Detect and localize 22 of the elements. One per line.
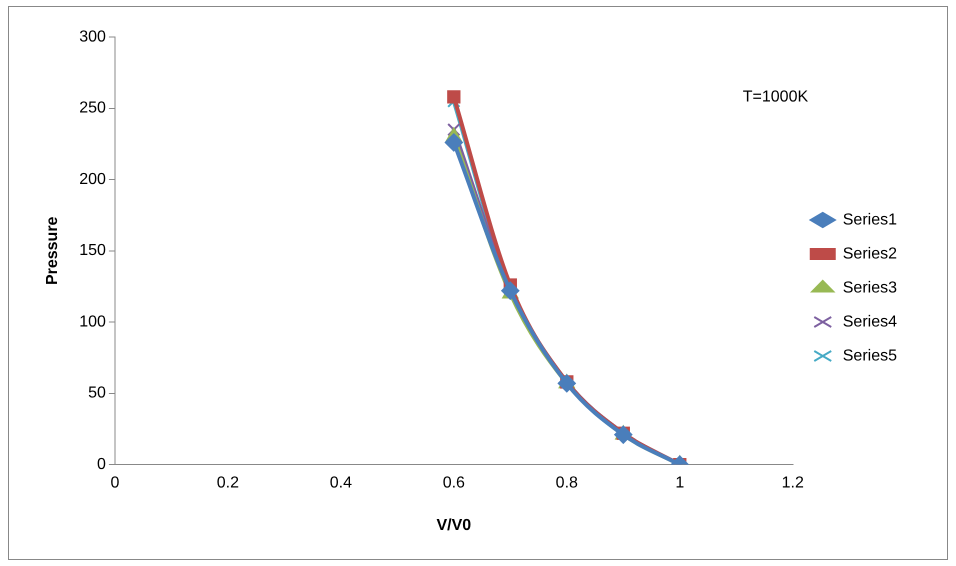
x-tick-label: 0.8 xyxy=(556,474,578,492)
y-axis-title: Pressure xyxy=(44,216,62,286)
legend-label: Series4 xyxy=(842,313,898,330)
x-tick-label: 0.4 xyxy=(330,474,352,492)
legend-label: Series2 xyxy=(842,245,898,262)
y-tick-label: 200 xyxy=(79,170,106,188)
y-tick-label: 250 xyxy=(79,100,106,117)
annotation: T=1000K xyxy=(742,88,808,106)
x-tick-label: 0 xyxy=(110,474,120,492)
y-tick-label: 0 xyxy=(96,456,106,474)
legend-label: Series5 xyxy=(842,347,898,364)
y-tick-label: 50 xyxy=(88,384,106,402)
x-tick-label: 0.2 xyxy=(216,474,240,492)
legend-label: Series3 xyxy=(842,279,898,296)
x-tick-label: 1.2 xyxy=(782,474,804,492)
y-tick-label: 150 xyxy=(79,242,106,260)
x-tick-label: 1 xyxy=(675,474,684,492)
legend-label: Series1 xyxy=(842,211,898,228)
y-tick-label: 100 xyxy=(79,313,106,330)
x-tick-label: 0.6 xyxy=(442,474,466,492)
y-tick-label: 300 xyxy=(79,28,106,46)
x-axis-title: V/V0 xyxy=(436,516,472,534)
